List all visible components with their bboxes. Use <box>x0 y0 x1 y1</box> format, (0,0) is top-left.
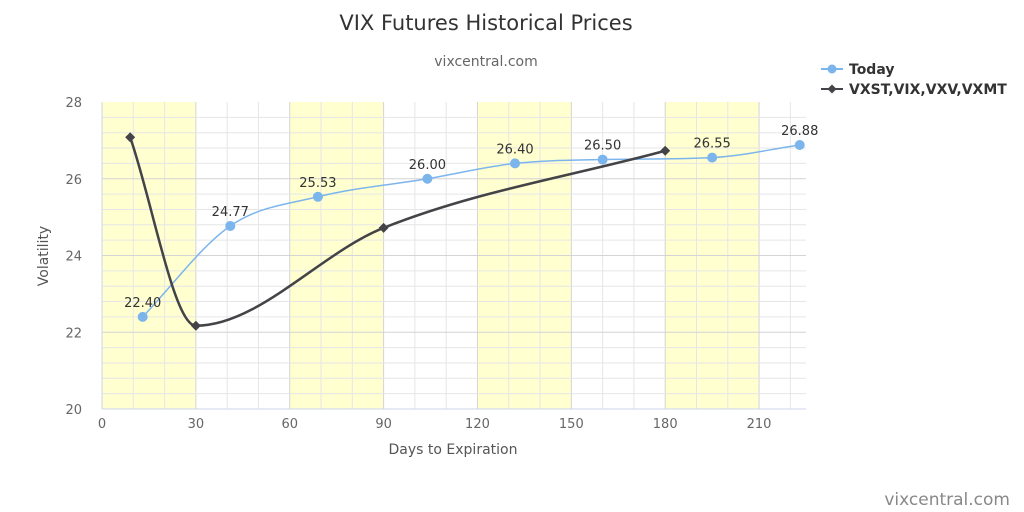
series-1-point[interactable] <box>660 145 671 156</box>
series-1-point[interactable] <box>378 222 389 233</box>
data-label: 22.40 <box>124 296 161 311</box>
data-label: 26.55 <box>694 137 731 152</box>
x-tick-label: 150 <box>559 417 584 432</box>
data-label: 26.00 <box>409 158 446 173</box>
y-tick-label: 24 <box>65 250 82 265</box>
data-label: 26.88 <box>781 124 818 139</box>
data-label: 26.40 <box>496 142 533 157</box>
x-tick-label: 180 <box>653 417 678 432</box>
legend-marker <box>827 64 837 74</box>
series-0-point[interactable] <box>422 173 433 184</box>
y-tick-label: 22 <box>65 326 82 341</box>
x-axis-title: Days to Expiration <box>389 442 518 458</box>
series-0-point[interactable] <box>597 154 608 165</box>
y-tick-label: 26 <box>65 173 82 188</box>
x-tick-label: 210 <box>747 417 772 432</box>
chart-subtitle: vixcentral.com <box>434 54 537 70</box>
series-0-point[interactable] <box>137 311 148 322</box>
legend-marker <box>827 84 837 94</box>
y-tick-label: 28 <box>65 96 82 111</box>
legend-label: Today <box>849 62 894 78</box>
series-markers[interactable] <box>125 132 805 331</box>
x-tick-label: 90 <box>375 417 392 432</box>
x-tick-label: 120 <box>465 417 490 432</box>
data-label: 26.50 <box>584 139 621 154</box>
legend-item-1[interactable]: VXST,VIX,VXV,VXMT <box>821 82 1007 98</box>
series-0-point[interactable] <box>225 220 236 231</box>
data-label: 24.77 <box>212 205 249 220</box>
series-0-point[interactable] <box>794 139 805 150</box>
credit-text[interactable]: vixcentral.com <box>884 490 1010 510</box>
series-1-point[interactable] <box>125 132 136 143</box>
x-tick-label: 60 <box>281 417 298 432</box>
axes <box>101 102 806 410</box>
data-labels: 22.40 24.77 25.53 26.00 26.40 26.50 26.55 26.88 <box>124 124 818 311</box>
y-axis-title: Volatility <box>36 226 52 286</box>
series-0-point[interactable] <box>707 152 718 163</box>
series-0-point[interactable] <box>510 158 521 169</box>
x-tick-label: 0 <box>98 417 106 432</box>
series-0-point[interactable] <box>312 191 323 202</box>
series-line-1 <box>128 136 666 327</box>
chart-title: VIX Futures Historical Prices <box>339 11 632 35</box>
y-tick-label: 20 <box>65 403 82 418</box>
data-label: 25.53 <box>299 176 336 191</box>
legend: Today VXST,VIX,VXV,VXMT <box>821 62 1007 98</box>
grid-lines <box>102 102 806 409</box>
x-tick-label: 30 <box>188 417 205 432</box>
tick-labels: 0 30 60 90 120 150 180 210 20 22 24 26 28 <box>65 96 771 432</box>
legend-label: VXST,VIX,VXV,VXMT <box>849 82 1007 98</box>
series-1-point[interactable] <box>190 320 201 331</box>
legend-item-0[interactable]: Today <box>821 62 894 78</box>
